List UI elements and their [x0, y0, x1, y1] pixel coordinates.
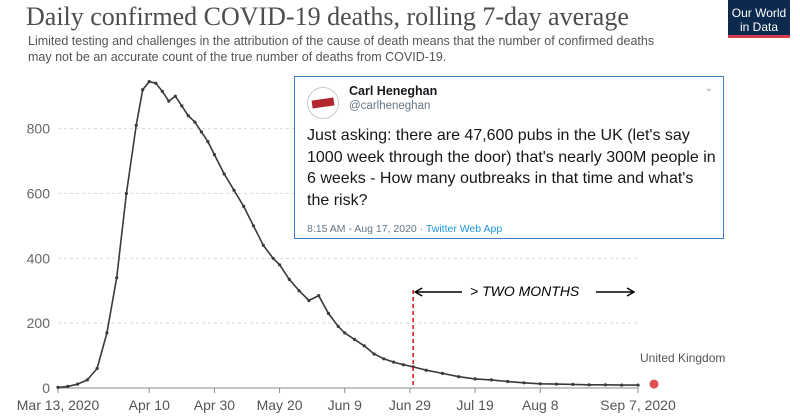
data-point[interactable] — [180, 104, 184, 108]
x-tick-label: Aug 8 — [522, 397, 559, 413]
data-point[interactable] — [199, 130, 203, 134]
data-point[interactable] — [193, 120, 197, 124]
data-point[interactable] — [372, 352, 376, 356]
data-point[interactable] — [173, 94, 177, 98]
y-tick-label: 400 — [27, 250, 51, 266]
data-point[interactable] — [115, 276, 119, 280]
data-point[interactable] — [134, 123, 138, 127]
data-point[interactable] — [186, 114, 190, 118]
avatar-logo-icon — [311, 97, 335, 109]
data-point[interactable] — [473, 377, 477, 381]
two-months-annotation — [412, 287, 636, 388]
data-point[interactable] — [343, 331, 347, 335]
data-point[interactable] — [56, 385, 60, 389]
data-point[interactable] — [317, 294, 321, 298]
logo-line-2: in Data — [739, 20, 779, 34]
series-end-marker[interactable] — [649, 379, 659, 389]
data-point[interactable] — [522, 381, 526, 385]
data-point[interactable] — [352, 337, 357, 341]
data-point[interactable] — [147, 80, 151, 84]
data-point[interactable] — [440, 371, 445, 375]
data-point[interactable] — [336, 324, 340, 328]
data-point[interactable] — [124, 191, 128, 196]
tweet-author-name[interactable]: Carl Heneghan — [349, 84, 438, 98]
y-tick-label: 600 — [27, 185, 51, 201]
x-tick-label: Sep 7, 2020 — [600, 397, 676, 413]
our-world-in-data-logo[interactable]: Our World in Data — [728, 0, 790, 38]
arrow-left-icon — [413, 287, 423, 297]
data-point[interactable] — [587, 383, 591, 387]
data-point[interactable] — [154, 81, 158, 85]
y-axis-ticks: 0 200 400 600 800 — [27, 121, 51, 396]
chart-subtitle: Limited testing and challenges in the at… — [28, 34, 655, 64]
data-point[interactable] — [554, 382, 559, 386]
data-point[interactable] — [206, 140, 210, 144]
logo-line-1: Our World — [731, 6, 787, 20]
x-axis-ticks: Mar 13, 2020 Apr 10 Apr 30 May 20 Jun 9 Jun 2… — [17, 388, 676, 413]
data-point[interactable] — [636, 383, 640, 387]
x-tick-label: Jun 29 — [389, 397, 431, 413]
data-point[interactable] — [506, 379, 510, 384]
data-point[interactable] — [424, 368, 428, 372]
tweet-source-link[interactable]: Twitter Web App — [425, 223, 503, 235]
data-point[interactable] — [160, 89, 164, 93]
x-tick-label: May 20 — [257, 397, 303, 413]
data-point[interactable] — [242, 204, 246, 208]
avatar[interactable] — [307, 87, 339, 119]
data-point[interactable] — [457, 375, 461, 379]
y-tick-label: 0 — [42, 380, 50, 396]
tweet-author-handle[interactable]: @carlheneghan — [349, 100, 431, 112]
data-point[interactable] — [232, 188, 236, 192]
data-point[interactable] — [620, 383, 624, 387]
series-united-kingdom[interactable] — [56, 80, 659, 389]
tweet-timestamp[interactable]: 8:15 AM - Aug 17, 2020 — [307, 223, 417, 235]
data-point[interactable] — [287, 277, 291, 281]
embedded-tweet[interactable]: Carl Heneghan @carlheneghan ⌄ Just askin… — [294, 76, 724, 239]
data-point[interactable] — [362, 344, 366, 348]
data-point[interactable] — [167, 99, 171, 103]
series-line — [57, 80, 638, 389]
data-point[interactable] — [297, 289, 301, 293]
data-point[interactable] — [271, 256, 275, 260]
data-point[interactable] — [489, 378, 493, 382]
data-point[interactable] — [261, 243, 265, 247]
data-point[interactable] — [66, 384, 70, 388]
logo-accent-bar — [728, 35, 790, 38]
x-tick-label: Apr 30 — [194, 397, 235, 413]
data-point[interactable] — [392, 360, 396, 364]
x-tick-label: Jun 9 — [328, 397, 362, 413]
series-label-united-kingdom: United Kingdom — [640, 351, 726, 365]
x-tick-label: Mar 13, 2020 — [17, 397, 100, 413]
data-point[interactable] — [307, 298, 311, 303]
tweet-text: Just asking: there are 47,600 pubs in th… — [307, 127, 716, 209]
y-tick-label: 800 — [27, 121, 51, 137]
data-point[interactable] — [571, 382, 575, 386]
x-tick-label: Jul 19 — [456, 397, 494, 413]
y-tick-label: 200 — [27, 315, 51, 331]
data-point[interactable] — [76, 382, 80, 386]
data-point[interactable] — [538, 382, 542, 386]
x-tick-label: Apr 10 — [129, 397, 170, 413]
chevron-down-icon[interactable]: ⌄ — [704, 83, 713, 94]
two-months-label: > TWO MONTHS — [470, 283, 580, 299]
data-point[interactable] — [212, 153, 216, 157]
data-point[interactable] — [85, 378, 89, 382]
data-point[interactable] — [222, 172, 226, 176]
data-point[interactable] — [251, 224, 256, 228]
arrow-right-icon — [626, 287, 636, 297]
tweet-meta: 8:15 AM - Aug 17, 2020 · Twitter Web App — [307, 223, 503, 235]
chart-title: Daily confirmed COVID-19 deaths, rolling… — [26, 2, 629, 31]
data-point[interactable] — [95, 366, 99, 371]
data-point[interactable] — [141, 88, 145, 92]
data-point[interactable] — [326, 311, 330, 315]
data-point[interactable] — [278, 263, 282, 267]
data-point[interactable] — [382, 357, 386, 361]
data-point[interactable] — [105, 331, 109, 335]
data-point[interactable] — [603, 383, 608, 387]
data-point[interactable] — [401, 363, 405, 367]
